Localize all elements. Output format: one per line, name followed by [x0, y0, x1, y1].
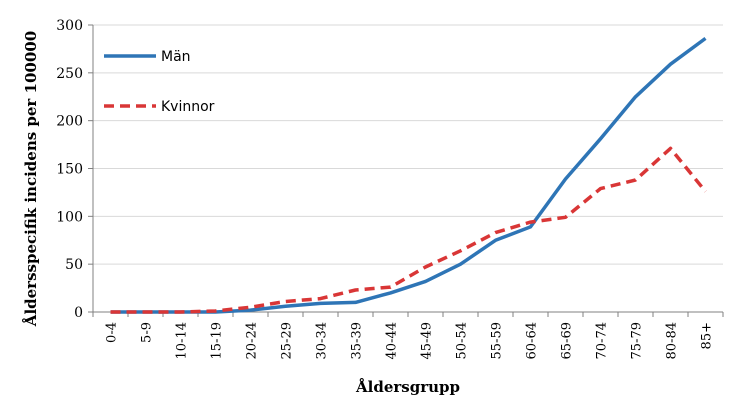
y-tick-label: 200	[56, 114, 83, 130]
axes	[88, 24, 724, 317]
x-tick-label: 65-69	[560, 322, 575, 359]
x-tick-label: 10-14	[175, 322, 190, 359]
x-tick-labels: 0-4 5-9 10-14 15-19 20-24 25-29 30-34 35-39 40-4…	[105, 322, 715, 359]
x-tick-label: 55-59	[490, 322, 505, 359]
y-tick-label: 300	[56, 18, 83, 34]
y-tick-label: 100	[56, 209, 83, 225]
x-tick-label: 45-49	[420, 322, 435, 359]
x-tick-label: 25-29	[280, 322, 295, 359]
y-tick-label: 250	[56, 66, 83, 82]
y-tick-label: 50	[65, 257, 83, 273]
x-tick-label: 60-64	[525, 322, 540, 359]
gridlines	[93, 24, 723, 265]
x-tick-label: 80-84	[665, 322, 680, 359]
x-tick-label: 35-39	[350, 322, 365, 359]
x-tick-label: 20-24	[245, 322, 260, 359]
y-tick-label: 0	[74, 305, 83, 321]
legend-label-man: Män	[161, 49, 191, 65]
x-tick-label: 50-54	[455, 322, 470, 359]
y-axis-title: Åldersspecifik incidens per 100000	[22, 31, 40, 327]
x-tick-label: 0-4	[105, 322, 120, 343]
y-tick-labels: 0 50 100 150 200 250 300	[56, 18, 83, 321]
x-axis-title: Åldersgrupp	[355, 378, 460, 396]
x-tick-label: 40-44	[385, 322, 400, 359]
series-line-man	[110, 36, 707, 314]
x-tick-label: 70-74	[595, 322, 610, 359]
x-tick-label: 85+	[700, 322, 715, 349]
x-tick-label: 5-9	[140, 322, 155, 343]
y-tick-label: 150	[56, 162, 83, 178]
series-lines	[110, 36, 707, 314]
x-tick-label: 30-34	[315, 322, 330, 359]
x-tick-label: 75-79	[630, 322, 645, 359]
legend-label-kvinnor: Kvinnor	[161, 99, 215, 115]
legend: Män Kvinnor	[104, 49, 215, 115]
x-tick-label: 15-19	[210, 322, 225, 359]
series-line-kvinnor	[110, 146, 707, 314]
